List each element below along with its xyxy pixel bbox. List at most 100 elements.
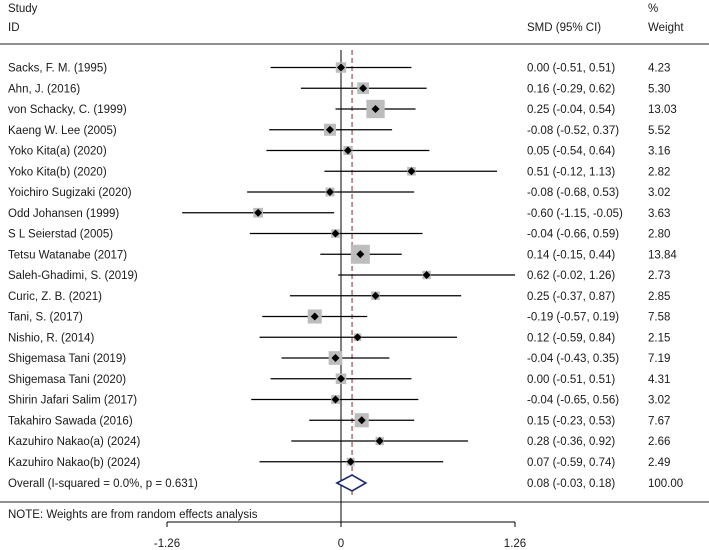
study-rows: Sacks, F. M. (1995) 0.00 (-0.51, 0.51) 4.2… <box>8 62 677 469</box>
study-row: Shigemasa Tani (2020) 0.00 (-0.51, 0.51) 4… <box>8 373 670 386</box>
smd-ci-text: 0.15 (-0.23, 0.53) <box>527 415 615 427</box>
point-estimate <box>422 271 431 279</box>
study-row: Yoko Kita(a) (2020) 0.05 (-0.54, 0.64) 3.1… <box>8 146 670 158</box>
study-row: Shigemasa Tani (2019) -0.04 (-0.43, 0.35)… <box>8 351 670 365</box>
point-estimate <box>325 188 334 196</box>
point-estimate <box>331 229 340 238</box>
study-row: von Schacky, C. (1999) 0.25 (-0.04, 0.54)… <box>8 99 677 119</box>
study-row: Kazuhiro Nakao(a) (2024) 0.28 (-0.36, 0.9… <box>8 436 670 448</box>
weight-text: 4.23 <box>648 63 670 75</box>
weight-text: 5.30 <box>648 83 670 95</box>
study-id-label: Saleh-Ghadimi, S. (2019) <box>8 270 138 282</box>
x-tick-label: 1.26 <box>504 538 526 550</box>
x-tick-label: 0 <box>338 538 344 550</box>
study-row: S L Seierstad (2005) -0.04 (-0.66, 0.59) 2… <box>8 229 670 241</box>
smd-ci-text: -0.60 (-1.15, -0.05) <box>527 208 623 220</box>
study-id-label: Tani, S. (2017) <box>8 312 83 324</box>
smd-ci-text: 0.51 (-0.12, 1.13) <box>527 166 615 178</box>
study-id-label: S L Seierstad (2005) <box>8 229 113 241</box>
study-row: Sacks, F. M. (1995) 0.00 (-0.51, 0.51) 4.2… <box>8 62 670 75</box>
point-estimate <box>353 333 362 342</box>
point-estimate <box>337 63 345 72</box>
point-estimate <box>359 84 368 93</box>
smd-ci-text: 0.00 (-0.51, 0.51) <box>527 374 615 386</box>
study-row: Nishio, R. (2014) 0.12 (-0.59, 0.84) 2.15 <box>8 332 670 344</box>
study-id-label: von Schacky, C. (1999) <box>8 104 127 116</box>
study-id-label: Kazuhiro Nakao(b) (2024) <box>8 457 140 469</box>
weight-text: 3.63 <box>648 208 670 220</box>
smd-ci-text: 0.28 (-0.36, 0.92) <box>527 436 615 448</box>
point-estimate <box>310 312 319 321</box>
study-id-label: Ahn, J. (2016) <box>8 83 80 95</box>
study-row: Takahiro Sawada (2016) 0.15 (-0.23, 0.53)… <box>8 413 670 428</box>
study-row: Ahn, J. (2016) 0.16 (-0.29, 0.62) 5.30 <box>8 82 670 95</box>
weight-text: 2.85 <box>648 291 670 303</box>
header-weight: Weight <box>648 22 684 34</box>
smd-ci-text: 0.12 (-0.59, 0.84) <box>527 332 615 344</box>
smd-ci-text: 0.16 (-0.29, 0.62) <box>527 83 615 95</box>
point-estimate <box>407 167 416 176</box>
smd-ci-text: -0.19 (-0.57, 0.19) <box>527 312 619 324</box>
point-estimate <box>346 457 355 466</box>
header-percent: % <box>648 3 658 15</box>
point-estimate <box>371 105 380 113</box>
study-row: Shirin Jafari Salim (2017) -0.04 (-0.65, … <box>8 395 670 407</box>
smd-ci-text: 0.05 (-0.54, 0.64) <box>527 146 615 158</box>
weight-text: 7.58 <box>648 312 670 324</box>
study-id-label: Shigemasa Tani (2020) <box>8 374 126 386</box>
study-id-label: Odd Johansen (1999) <box>8 208 119 220</box>
study-row: Saleh-Ghadimi, S. (2019) 0.62 (-0.02, 1.2… <box>8 270 670 282</box>
point-estimate <box>375 437 384 445</box>
x-tick-label: -1.26 <box>154 538 180 550</box>
weight-text: 2.15 <box>648 332 670 344</box>
point-estimate <box>331 395 340 404</box>
overall-weight-text: 100.00 <box>648 478 683 490</box>
point-estimate <box>325 125 334 134</box>
smd-ci-text: -0.08 (-0.68, 0.53) <box>527 187 619 199</box>
point-estimate <box>357 416 366 425</box>
weight-text: 2.73 <box>648 270 670 282</box>
study-id-label: Shirin Jafari Salim (2017) <box>8 395 137 407</box>
header-smd: SMD (95% CI) <box>527 22 601 34</box>
study-row: Odd Johansen (1999) -0.60 (-1.15, -0.05) 3… <box>8 208 670 220</box>
smd-ci-text: 0.62 (-0.02, 1.26) <box>527 270 615 282</box>
study-id-label: Kaeng W. Lee (2005) <box>8 125 117 137</box>
smd-ci-text: -0.04 (-0.66, 0.59) <box>527 229 619 241</box>
smd-ci-text: 0.14 (-0.15, 0.44) <box>527 249 615 261</box>
study-row: Kazuhiro Nakao(b) (2024) 0.07 (-0.59, 0.7… <box>8 457 670 469</box>
study-id-label: Yoko Kita(b) (2020) <box>8 166 107 178</box>
study-row: Tani, S. (2017) -0.19 (-0.57, 0.19) 7.58 <box>8 309 670 324</box>
weight-text: 7.19 <box>648 353 670 365</box>
header-id: ID <box>8 22 20 34</box>
weight-text: 13.03 <box>648 104 677 116</box>
point-estimate <box>337 374 345 383</box>
weight-text: 3.02 <box>648 395 670 407</box>
header-study: Study <box>8 3 38 15</box>
overall-diamond <box>335 474 368 492</box>
smd-ci-text: -0.08 (-0.52, 0.37) <box>527 125 619 137</box>
weight-text: 13.84 <box>648 249 677 261</box>
study-row: Yoichiro Sugizaki (2020) -0.08 (-0.68, 0.… <box>8 187 670 199</box>
smd-ci-text: 0.25 (-0.37, 0.87) <box>527 291 615 303</box>
point-estimate <box>254 208 263 217</box>
smd-ci-text: -0.04 (-0.65, 0.56) <box>527 395 619 407</box>
point-estimate <box>343 146 352 155</box>
weight-text: 5.52 <box>648 125 670 137</box>
study-id-label: Takahiro Sawada (2016) <box>8 415 133 427</box>
point-estimate <box>371 291 380 300</box>
overall-ci-text: 0.08 (-0.03, 0.18) <box>527 478 615 490</box>
weight-text: 2.82 <box>648 166 670 178</box>
study-id-label: Tetsu Watanabe (2017) <box>8 249 127 261</box>
study-id-label: Shigemasa Tani (2019) <box>8 353 126 365</box>
study-row: Kaeng W. Lee (2005) -0.08 (-0.52, 0.37) 5.… <box>8 123 670 137</box>
study-id-label: Sacks, F. M. (1995) <box>8 63 107 75</box>
study-row: Tetsu Watanabe (2017) 0.14 (-0.15, 0.44) 1… <box>8 244 677 264</box>
weight-text: 4.31 <box>648 374 670 386</box>
weights-note: NOTE: Weights are from random effects an… <box>8 509 258 521</box>
smd-ci-text: 0.07 (-0.59, 0.74) <box>527 457 615 469</box>
overall-label: Overall (I-squared = 0.0%, p = 0.631) <box>8 478 198 490</box>
weight-text: 7.67 <box>648 415 670 427</box>
study-row: Curic, Z. B. (2021) 0.25 (-0.37, 0.87) 2.8… <box>8 291 670 303</box>
smd-ci-text: -0.04 (-0.43, 0.35) <box>527 353 619 365</box>
study-id-label: Kazuhiro Nakao(a) (2024) <box>8 436 140 448</box>
